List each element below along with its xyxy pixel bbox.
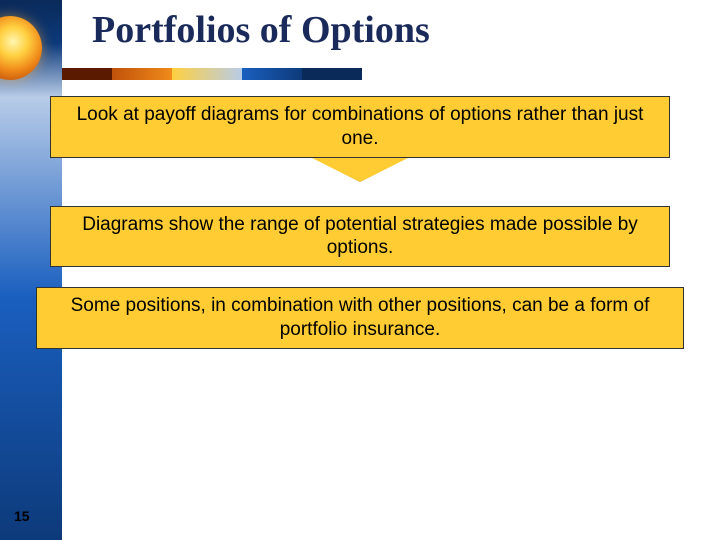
info-box-2-text: Diagrams show the range of potential str… — [82, 214, 638, 259]
page-title: Portfolios of Options — [92, 8, 430, 52]
info-box-1-text: Look at payoff diagrams for combinations… — [77, 104, 644, 149]
page-number: 15 — [14, 508, 30, 524]
header-color-bar — [62, 68, 362, 80]
info-box-3-text: Some positions, in combination with othe… — [71, 295, 650, 340]
arrow-down-icon — [312, 158, 408, 182]
sun-icon — [0, 16, 42, 80]
arrow-connector-1 — [30, 158, 690, 182]
info-box-2: Diagrams show the range of potential str… — [50, 206, 670, 268]
info-box-1: Look at payoff diagrams for combinations… — [50, 96, 670, 158]
info-box-3: Some positions, in combination with othe… — [36, 287, 684, 349]
content-area: Look at payoff diagrams for combinations… — [30, 96, 690, 349]
